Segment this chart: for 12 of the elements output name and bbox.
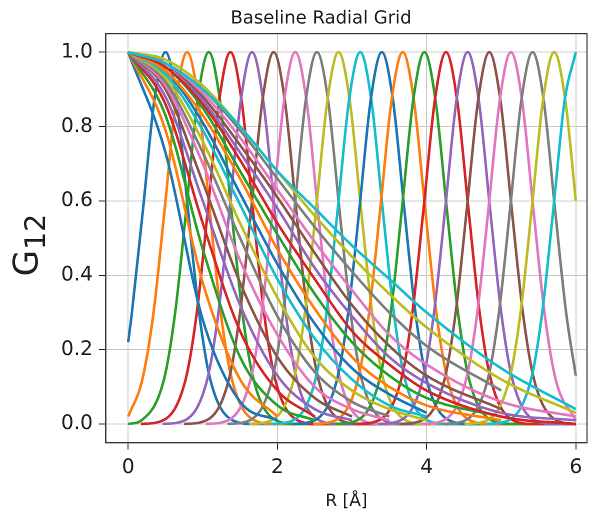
y-tick-label: 0.4 — [60, 261, 93, 286]
y-tick-label: 0.6 — [60, 187, 93, 212]
x-tick-label: 4 — [420, 454, 433, 478]
y-tick-label: 0.8 — [60, 112, 93, 137]
chart-title: Baseline Radial Grid — [230, 7, 412, 28]
y-tick-label: 1.0 — [60, 38, 93, 62]
x-axis-title: R [Å] — [325, 490, 368, 512]
y-tick-label: 0.2 — [60, 336, 93, 360]
x-tick-label: 2 — [271, 454, 284, 478]
y-tick-label: 0.0 — [60, 410, 93, 434]
x-tick-label: 6 — [569, 454, 582, 478]
x-tick-label: 0 — [122, 454, 135, 478]
